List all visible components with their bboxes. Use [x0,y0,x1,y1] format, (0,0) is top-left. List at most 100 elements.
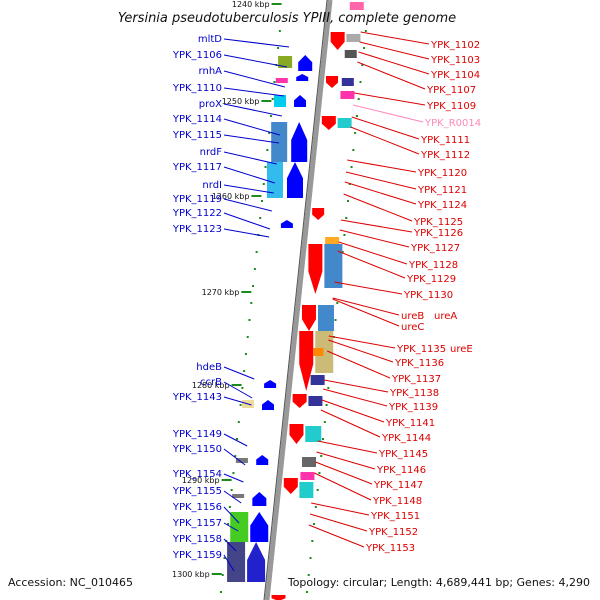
leader-line [223,554,235,572]
leader-line [223,184,274,194]
leader-line [334,281,403,295]
leader-line [223,473,244,483]
gene-label-ypk-1153: YPK_1153 [365,543,415,554]
gene-label-ypk-1147: YPK_1147 [373,480,423,491]
gene-label-ypk-1102: YPK_1102 [430,40,480,51]
track-dot [250,302,253,304]
leader-line [337,250,406,279]
gene-label-ypk-1128: YPK_1128 [408,260,458,271]
leader-line [223,212,271,230]
leader-line [328,339,394,363]
leader-line [223,118,280,136]
gene-label-ypk-1121: YPK_1121 [417,185,467,196]
leader-line [328,335,396,349]
gene-label-ypk-1109: YPK_1109 [426,101,476,112]
gene-box [235,458,248,463]
gene-label-ypk-1111: YPK_1111 [420,135,470,146]
gene-box [300,472,315,480]
gene-label-ypk-1146: YPK_1146 [376,465,426,476]
gene-label-ypk-1122: YPK_1122 [172,208,222,219]
gene-box [308,396,323,406]
track-dot [223,557,226,559]
track-dot [343,234,346,236]
map-title: Yersinia pseudotuberculosis YPIII, compl… [118,11,456,26]
track-dot [359,81,362,83]
leader-line [223,448,246,466]
track-dot [354,132,357,134]
gene-arrow [256,455,269,465]
gene-box [310,375,325,385]
track-dot [316,489,319,491]
gene-arrow [312,208,325,220]
gene-label-ypk-1151: YPK_1151 [370,511,420,522]
gene-label-ypk-1136: YPK_1136 [394,358,444,369]
track-dot [241,387,244,389]
leader-line [317,440,378,454]
leader-line [223,366,255,380]
gene-box [346,34,361,42]
track-dot [323,421,326,423]
leader-line [358,51,430,75]
leader-line [332,297,400,316]
gene-label-uree: ureE [450,344,473,355]
gene-label-ypk-1148: YPK_1148 [372,496,422,507]
track-dot [355,115,358,117]
gene-box [299,482,314,498]
gene-box [274,95,287,107]
gene-label-ypk-1152: YPK_1152 [368,527,418,538]
gene-label-urec: ureC [401,322,424,333]
track-dot [327,387,330,389]
gene-box [305,426,322,442]
track-dot [232,472,235,474]
tick-label: 1250 kbp [222,97,260,106]
gene-label-ypk-1115: YPK_1115 [172,130,222,141]
gene-label-ypk-1150: YPK_1150 [172,444,222,455]
leader-line [326,350,391,379]
leader-line [344,181,417,205]
backbone-line [264,0,333,600]
gene-label-ypk-1144: YPK_1144 [381,433,431,444]
track-dot [273,81,276,83]
leader-line [223,381,253,399]
track-dot [227,523,230,525]
track-dot [311,540,314,542]
leader-line [223,38,290,48]
gene-label-ypk-1159: YPK_1159 [172,550,222,561]
gene-label-ureb: ureB [401,311,424,322]
backbone-edge [263,0,328,600]
track-dot [322,438,325,440]
gene-arrow [321,116,336,130]
track-dot [314,506,317,508]
gene-arrow [330,32,345,50]
track-dot [305,591,308,593]
track-dot [253,268,256,270]
gene-arrow [326,76,339,88]
gene-label-ypk-1112: YPK_1112 [420,150,470,161]
gene-box [232,494,245,498]
gene-box [324,244,343,288]
gene-arrow [280,220,293,228]
leader-line [359,41,430,60]
leader-line [321,399,385,423]
leader-line [338,241,408,265]
leader-line [223,151,277,165]
gene-box [230,512,249,542]
gene-box [275,78,288,83]
tick-label: 1240 kbp [232,0,270,9]
gene-label-ypk-1158: YPK_1158 [172,534,222,545]
gene-label-rnha: rnhA [199,66,223,77]
gene-label-mltd: mltD [198,34,222,45]
gene-label-ypk-1157: YPK_1157 [172,518,222,529]
track-dot [261,200,263,202]
gene-label-ypk-1114: YPK_1114 [172,114,222,125]
gene-label-ypk-1103: YPK_1103 [430,55,480,66]
leader-line [223,103,282,117]
track-dot [264,166,267,168]
tick-label: 1290 kbp [182,476,220,485]
track-dot [336,302,339,304]
gene-label-ypk-1156: YPK_1156 [172,502,222,513]
track-dot [341,251,344,253]
gene-label-ypk-1107: YPK_1107 [426,85,476,96]
track-dot [236,438,239,440]
